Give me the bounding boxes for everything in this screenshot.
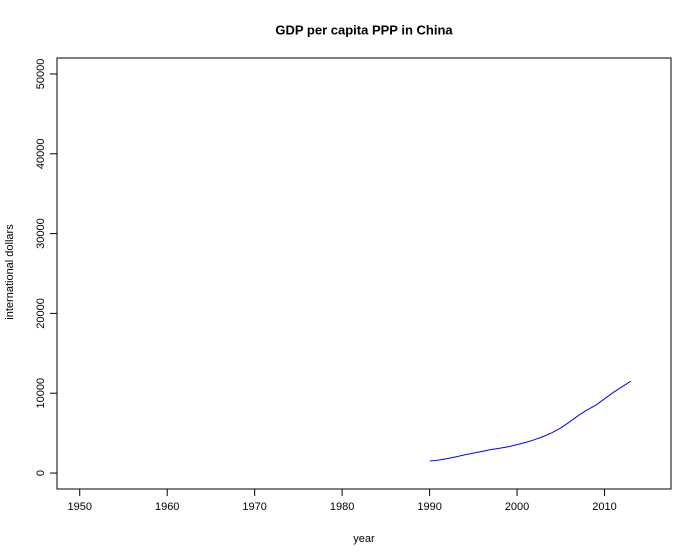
y-tick-label: 50000 xyxy=(35,59,47,90)
data-line xyxy=(429,380,632,462)
y-axis-label: international dollars xyxy=(4,224,16,320)
x-axis-label: year xyxy=(353,533,375,545)
x-tick-label: 1970 xyxy=(242,501,266,513)
y-tick-label: 10000 xyxy=(35,378,47,409)
plot-frame xyxy=(56,57,672,490)
x-tick-label: 2010 xyxy=(592,501,616,513)
y-tick-label: 20000 xyxy=(35,298,47,329)
y-tick-label: 30000 xyxy=(35,218,47,249)
y-tick-label: 40000 xyxy=(35,138,47,169)
chart-title: GDP per capita PPP in China xyxy=(275,22,453,37)
x-tick-label: 1980 xyxy=(330,501,354,513)
x-tick-label: 1950 xyxy=(67,501,91,513)
y-tick-label: 0 xyxy=(35,470,47,476)
x-tick-label: 1990 xyxy=(417,501,441,513)
x-tick-label: 2000 xyxy=(505,501,529,513)
x-tick-label: 1960 xyxy=(155,501,179,513)
